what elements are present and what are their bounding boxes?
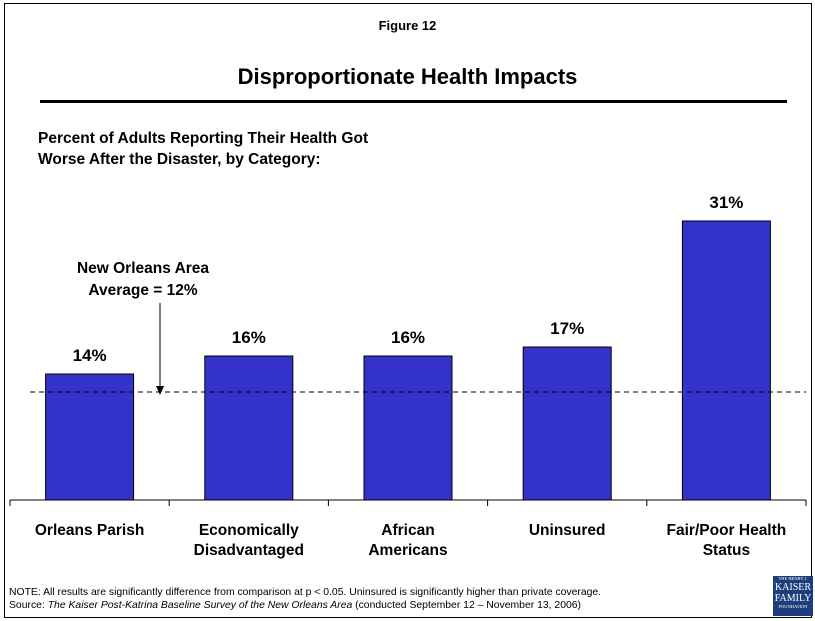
category-label-4-0: Fair/Poor Health (667, 522, 787, 539)
footnote: NOTE: All results are significantly diff… (9, 586, 749, 612)
logo-line-3: FAMILY (774, 593, 812, 604)
data-labels-layer: 14% 16% 16% 17% 31% (73, 193, 744, 365)
source-line: Source: The Kaiser Post-Katrina Baseline… (9, 599, 749, 612)
figure-label: Figure 12 (378, 18, 437, 33)
bar-1 (204, 355, 294, 501)
x-axis-ticks (9, 500, 807, 506)
logo-line-2: KAISER (774, 582, 812, 593)
logo-line-1: THE HENRY J. (778, 576, 808, 581)
category-label-0-0: Orleans Parish (35, 522, 144, 539)
category-label-2-0: African (381, 522, 434, 539)
note-line: NOTE: All results are significantly diff… (9, 587, 602, 598)
bar-2 (363, 355, 453, 501)
title-divider (40, 100, 787, 103)
chart-subtitle: Percent of Adults Reporting Their Health… (38, 128, 458, 170)
subtitle-line-1: Percent of Adults Reporting Their Health… (38, 130, 369, 147)
source-prefix: Source: (9, 600, 48, 611)
average-arrow-head (156, 386, 164, 395)
average-label-line-2: Average = 12% (88, 282, 198, 299)
category-label-1-1: Disadvantaged (194, 542, 304, 559)
source-suffix: (conducted September 12 – November 13, 2… (352, 600, 581, 611)
category-label-4-1: Status (703, 542, 750, 559)
data-label-1: 16% (232, 328, 266, 347)
kaiser-logo: THE HENRY J. KAISER FAMILY FOUNDATION (773, 576, 813, 616)
average-label-line-1: New Orleans Area (77, 260, 209, 277)
bar-0 (45, 373, 135, 501)
category-labels-layer: Orleans Parish Economically Disadvantaged A… (35, 522, 786, 559)
category-label-2-1: Americans (368, 542, 447, 559)
average-annotation: New Orleans Area Average = 12% (77, 260, 209, 395)
logo-line-4: FOUNDATION (778, 604, 808, 609)
bar-4 (681, 220, 771, 501)
data-label-0: 14% (73, 346, 107, 365)
bars-layer (45, 220, 771, 501)
category-label-3-0: Uninsured (529, 522, 606, 539)
category-label-1-0: Economically (199, 522, 299, 539)
subtitle-line-2: Worse After the Disaster, by Category: (38, 151, 321, 168)
data-label-2: 16% (391, 328, 425, 347)
figure-frame (4, 3, 812, 618)
data-label-3: 17% (550, 319, 584, 338)
source-title: The Kaiser Post-Katrina Baseline Survey … (47, 600, 353, 611)
data-label-4: 31% (709, 193, 743, 212)
chart-title: Disproportionate Health Impacts (237, 64, 578, 89)
bar-3 (522, 346, 612, 501)
